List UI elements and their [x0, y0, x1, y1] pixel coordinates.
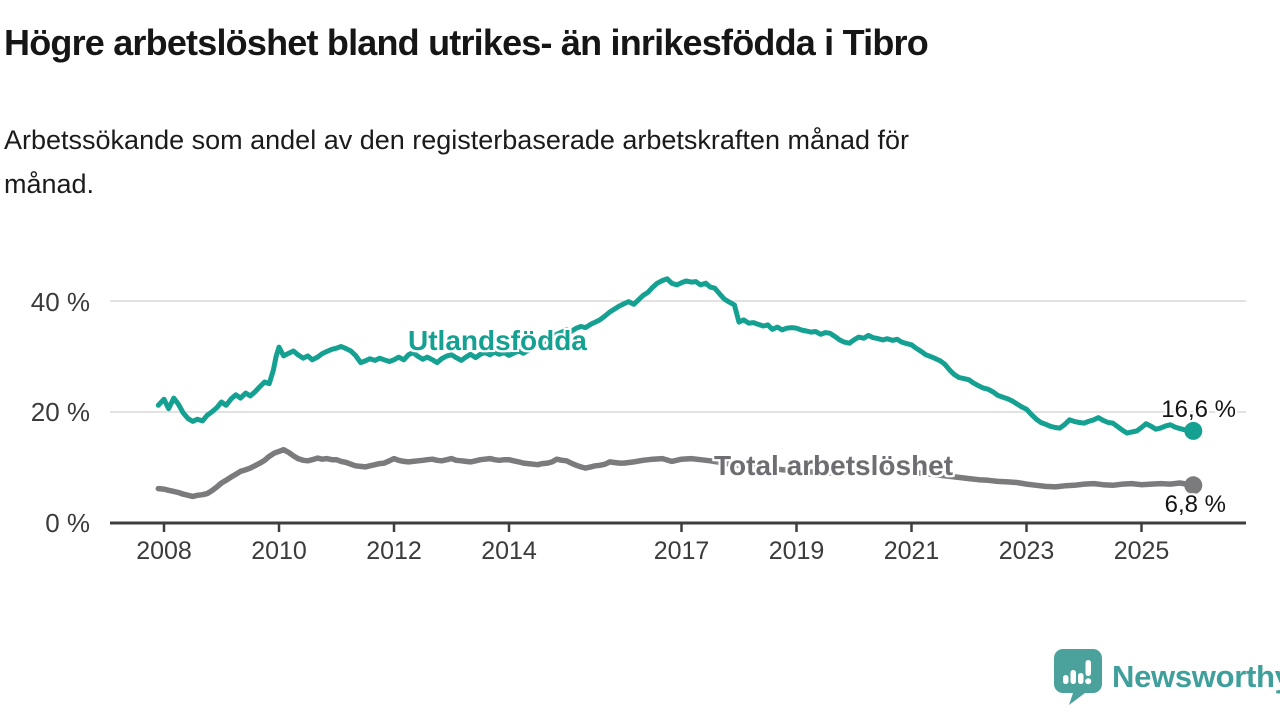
utlandsfodda-end-dot [1184, 421, 1203, 440]
total-line [155, 446, 1197, 500]
series-label-utlandsfodda: Utlandsfödda [408, 325, 587, 356]
y-tick-label-0: 0 % [45, 508, 90, 538]
page-title: Högre arbetslöshet bland utrikes- än inr… [4, 22, 929, 63]
x-tick-label-0: 2008 [136, 537, 192, 565]
end-value-label-total: 6,8 % [1164, 491, 1226, 518]
x-tick-label-7: 2023 [998, 537, 1055, 565]
newsworthy-logo-icon [1054, 649, 1102, 705]
logo-bar-1 [1063, 675, 1069, 684]
x-tick-label-2: 2012 [366, 537, 422, 565]
logo-exclamation-bar [1085, 660, 1091, 676]
newsworthy-brand: Newsworthy [1053, 648, 1280, 706]
x-tick-label-1: 2010 [251, 537, 307, 565]
x-tick-label-5: 2019 [768, 537, 825, 565]
logo-bar-2 [1070, 670, 1076, 684]
subtitle-line-1: Arbetssökande som andel av den registerb… [4, 125, 910, 155]
total-end-dot [1184, 476, 1203, 495]
utlandsfodda-line [155, 276, 1196, 436]
chart-subtitle: Arbetssökande som andel av den registerb… [4, 118, 1224, 206]
plot-area [110, 276, 1246, 532]
subtitle-line-2: månad. [4, 169, 95, 199]
x-tick-label-4: 2017 [653, 537, 710, 565]
end-value-label-utlandsfodda: 16,6 % [1161, 396, 1236, 423]
brand-wordmark: Newsworthy [1112, 659, 1280, 694]
x-tick-label-6: 2021 [883, 537, 940, 565]
logo-exclamation-dot [1085, 678, 1092, 685]
series-label-total: Total arbetslöshet [714, 450, 954, 481]
x-tick-label-8: 2025 [1113, 537, 1170, 565]
logo-bar-3 [1078, 673, 1084, 684]
x-axis-ticks [162, 523, 1143, 532]
x-tick-label-3: 2014 [481, 537, 537, 565]
y-tick-label-20: 20 % [30, 397, 90, 427]
y-tick-label-40: 40 % [30, 287, 90, 317]
